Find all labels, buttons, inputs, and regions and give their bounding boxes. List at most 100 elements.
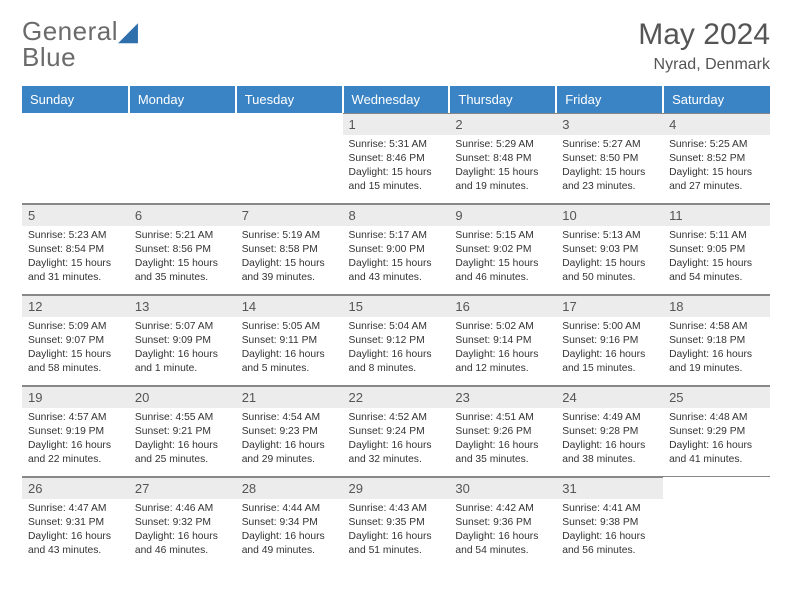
- day-details: Sunrise: 4:49 AMSunset: 9:28 PMDaylight:…: [562, 411, 657, 467]
- day-cell: 15 Sunrise: 5:04 AMSunset: 9:12 PMDayligh…: [343, 295, 450, 386]
- day-details: Sunrise: 5:07 AMSunset: 9:09 PMDaylight:…: [135, 320, 230, 376]
- day-number: 19: [22, 386, 129, 408]
- day-details: Sunrise: 5:11 AMSunset: 9:05 PMDaylight:…: [669, 229, 764, 285]
- weekday-header: Thursday: [449, 86, 556, 113]
- calendar-table: SundayMondayTuesdayWednesdayThursdayFrid…: [22, 86, 770, 567]
- calendar-head: SundayMondayTuesdayWednesdayThursdayFrid…: [22, 86, 770, 113]
- logo: General◢ Blue: [22, 18, 139, 70]
- day-number: 12: [22, 295, 129, 317]
- day-cell: 5 Sunrise: 5:23 AMSunset: 8:54 PMDaylight…: [22, 204, 129, 295]
- day-cell: 3Sunrise: 5:27 AMSunset: 8:50 PMDaylight…: [556, 113, 663, 204]
- day-details: Sunrise: 4:55 AMSunset: 9:21 PMDaylight:…: [135, 411, 230, 467]
- day-cell: 25 Sunrise: 4:48 AMSunset: 9:29 PMDayligh…: [663, 386, 770, 477]
- day-details: Sunrise: 4:54 AMSunset: 9:23 PMDaylight:…: [242, 411, 337, 467]
- day-number: 6: [129, 204, 236, 226]
- day-number: 13: [129, 295, 236, 317]
- day-details: Sunrise: 4:58 AMSunset: 9:18 PMDaylight:…: [669, 320, 764, 376]
- day-cell: 9 Sunrise: 5:15 AMSunset: 9:02 PMDaylight…: [449, 204, 556, 295]
- day-number: 7: [236, 204, 343, 226]
- day-number: 15: [343, 295, 450, 317]
- day-cell: 17Sunrise: 5:00 AMSunset: 9:16 PMDayligh…: [556, 295, 663, 386]
- day-cell: 30 Sunrise: 4:42 AMSunset: 9:36 PMDayligh…: [449, 477, 556, 568]
- day-number: 5: [22, 204, 129, 226]
- day-cell: 19 Sunrise: 4:57 AMSunset: 9:19 PMDayligh…: [22, 386, 129, 477]
- location-label: Nyrad, Denmark: [638, 56, 770, 74]
- logo-triangle-icon: ◢: [118, 16, 139, 46]
- day-cell: 7 Sunrise: 5:19 AMSunset: 8:58 PMDaylight…: [236, 204, 343, 295]
- day-cell: 14 Sunrise: 5:05 AMSunset: 9:11 PMDayligh…: [236, 295, 343, 386]
- day-number: 4: [663, 113, 770, 135]
- day-number: 9: [449, 204, 556, 226]
- day-number: 29: [343, 477, 450, 499]
- day-number: 30: [449, 477, 556, 499]
- day-details: Sunrise: 5:17 AMSunset: 9:00 PMDaylight:…: [349, 229, 444, 285]
- day-details: Sunrise: 5:31 AMSunset: 8:46 PMDaylight:…: [349, 138, 444, 194]
- day-number: 21: [236, 386, 343, 408]
- calendar-page: General◢ Blue May 2024 Nyrad, Denmark Su…: [0, 0, 792, 585]
- day-details: Sunrise: 4:41 AMSunset: 9:38 PMDaylight:…: [562, 502, 657, 558]
- day-cell: 24 Sunrise: 4:49 AMSunset: 9:28 PMDayligh…: [556, 386, 663, 477]
- day-cell: 20 Sunrise: 4:55 AMSunset: 9:21 PMDayligh…: [129, 386, 236, 477]
- day-details: Sunrise: 5:15 AMSunset: 9:02 PMDaylight:…: [455, 229, 550, 285]
- day-details: Sunrise: 5:21 AMSunset: 8:56 PMDaylight:…: [135, 229, 230, 285]
- day-number: 27: [129, 477, 236, 499]
- day-details: Sunrise: 4:57 AMSunset: 9:19 PMDaylight:…: [28, 411, 123, 467]
- day-number: 14: [236, 295, 343, 317]
- day-cell: 31Sunrise: 4:41 AMSunset: 9:38 PMDayligh…: [556, 477, 663, 568]
- day-number: 3: [556, 113, 663, 135]
- day-cell: 2Sunrise: 5:29 AMSunset: 8:48 PMDaylight…: [449, 113, 556, 204]
- day-number: 28: [236, 477, 343, 499]
- header: General◢ Blue May 2024 Nyrad, Denmark: [22, 18, 770, 74]
- day-number: 20: [129, 386, 236, 408]
- day-cell: [236, 113, 343, 204]
- day-number: 24: [556, 386, 663, 408]
- day-details: Sunrise: 4:52 AMSunset: 9:24 PMDaylight:…: [349, 411, 444, 467]
- day-details: Sunrise: 5:23 AMSunset: 8:54 PMDaylight:…: [28, 229, 123, 285]
- day-number: 22: [343, 386, 450, 408]
- day-cell: [22, 113, 129, 204]
- day-details: Sunrise: 5:04 AMSunset: 9:12 PMDaylight:…: [349, 320, 444, 376]
- day-number: 26: [22, 477, 129, 499]
- month-title: May 2024: [638, 18, 770, 52]
- day-details: Sunrise: 5:19 AMSunset: 8:58 PMDaylight:…: [242, 229, 337, 285]
- day-cell: 1 Sunrise: 5:31 AMSunset: 8:46 PMDaylight…: [343, 113, 450, 204]
- day-number: 1: [343, 113, 450, 135]
- day-cell: 29 Sunrise: 4:43 AMSunset: 9:35 PMDayligh…: [343, 477, 450, 568]
- weekday-header: Wednesday: [343, 86, 450, 113]
- logo-text-2: Blue: [22, 42, 76, 72]
- day-number: 16: [449, 295, 556, 317]
- weekday-header: Sunday: [22, 86, 129, 113]
- day-details: Sunrise: 5:00 AMSunset: 9:16 PMDaylight:…: [562, 320, 657, 376]
- day-cell: 21 Sunrise: 4:54 AMSunset: 9:23 PMDayligh…: [236, 386, 343, 477]
- day-cell: 13 Sunrise: 5:07 AMSunset: 9:09 PMDayligh…: [129, 295, 236, 386]
- day-cell: 27Sunrise: 4:46 AMSunset: 9:32 PMDayligh…: [129, 477, 236, 568]
- day-details: Sunrise: 5:05 AMSunset: 9:11 PMDaylight:…: [242, 320, 337, 376]
- day-cell: 6 Sunrise: 5:21 AMSunset: 8:56 PMDaylight…: [129, 204, 236, 295]
- day-details: Sunrise: 5:09 AMSunset: 9:07 PMDaylight:…: [28, 320, 123, 376]
- weekday-header: Monday: [129, 86, 236, 113]
- day-cell: 22 Sunrise: 4:52 AMSunset: 9:24 PMDayligh…: [343, 386, 450, 477]
- day-number: 11: [663, 204, 770, 226]
- day-cell: 28 Sunrise: 4:44 AMSunset: 9:34 PMDayligh…: [236, 477, 343, 568]
- day-details: Sunrise: 4:43 AMSunset: 9:35 PMDaylight:…: [349, 502, 444, 558]
- day-details: Sunrise: 4:42 AMSunset: 9:36 PMDaylight:…: [455, 502, 550, 558]
- day-cell: [129, 113, 236, 204]
- day-cell: [663, 477, 770, 568]
- day-cell: 16 Sunrise: 5:02 AMSunset: 9:14 PMDayligh…: [449, 295, 556, 386]
- day-cell: 18Sunrise: 4:58 AMSunset: 9:18 PMDayligh…: [663, 295, 770, 386]
- day-details: Sunrise: 4:48 AMSunset: 9:29 PMDaylight:…: [669, 411, 764, 467]
- day-details: Sunrise: 5:13 AMSunset: 9:03 PMDaylight:…: [562, 229, 657, 285]
- day-details: Sunrise: 4:44 AMSunset: 9:34 PMDaylight:…: [242, 502, 337, 558]
- day-cell: 26 Sunrise: 4:47 AMSunset: 9:31 PMDayligh…: [22, 477, 129, 568]
- day-cell: 23Sunrise: 4:51 AMSunset: 9:26 PMDayligh…: [449, 386, 556, 477]
- day-number: 23: [449, 386, 556, 408]
- day-number: 25: [663, 386, 770, 408]
- day-details: Sunrise: 4:47 AMSunset: 9:31 PMDaylight:…: [28, 502, 123, 558]
- day-number: 2: [449, 113, 556, 135]
- day-cell: 11 Sunrise: 5:11 AMSunset: 9:05 PMDayligh…: [663, 204, 770, 295]
- weekday-header: Saturday: [663, 86, 770, 113]
- weekday-header: Friday: [556, 86, 663, 113]
- day-details: Sunrise: 5:25 AMSunset: 8:52 PMDaylight:…: [669, 138, 764, 194]
- day-details: Sunrise: 5:02 AMSunset: 9:14 PMDaylight:…: [455, 320, 550, 376]
- weekday-header: Tuesday: [236, 86, 343, 113]
